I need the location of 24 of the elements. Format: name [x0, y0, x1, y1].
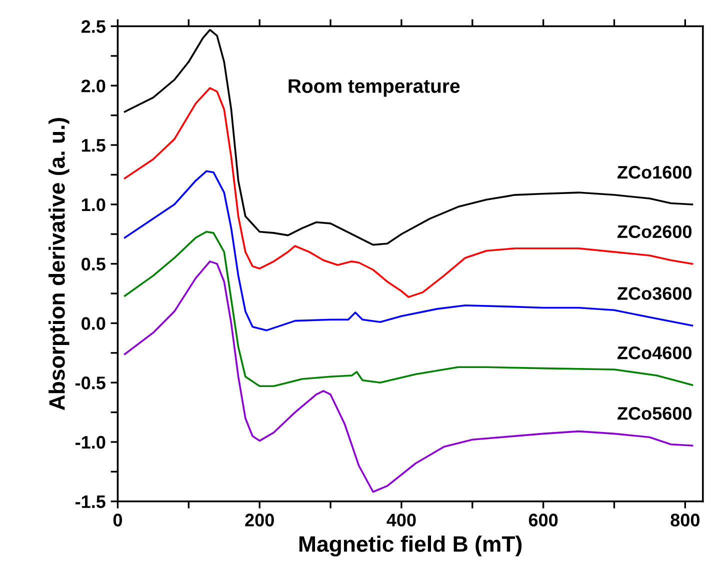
y-tick-label: 2.0 — [81, 80, 106, 92]
y-axis-title: Absorption derivative (a. u.) — [48, 118, 70, 410]
x-tick-label: 800 — [670, 514, 700, 526]
y-tick-label: 1.5 — [82, 139, 106, 152]
y-tick-label: 0.0 — [82, 317, 106, 330]
x-tick-label: 200 — [245, 514, 274, 526]
y-tick-label: -1.0 — [76, 436, 106, 449]
line-series — [124, 28, 694, 246]
y-tick-label: -1.5 — [76, 496, 106, 508]
y-tick-label: 2.5 — [81, 20, 106, 33]
x-axis-title: Magnetic field B (mT) — [299, 536, 522, 556]
y-tick-label: 0.5 — [82, 258, 106, 271]
series-label: ZCo2600 — [618, 225, 692, 238]
y-tick-label: 1.0 — [82, 198, 106, 212]
annotation: Room temperature — [288, 79, 460, 97]
x-tick-label: 600 — [528, 514, 558, 526]
series-label: ZCo1600 — [618, 166, 692, 179]
series-label: ZCo4600 — [618, 346, 692, 360]
y-tick-label: -0.5 — [76, 376, 106, 390]
x-tick-label: 0 — [113, 514, 122, 526]
series-label: ZCo3600 — [618, 287, 692, 300]
line-series — [124, 260, 694, 493]
x-tick-label: 400 — [386, 514, 416, 526]
series-label: ZCo5600 — [618, 407, 692, 420]
